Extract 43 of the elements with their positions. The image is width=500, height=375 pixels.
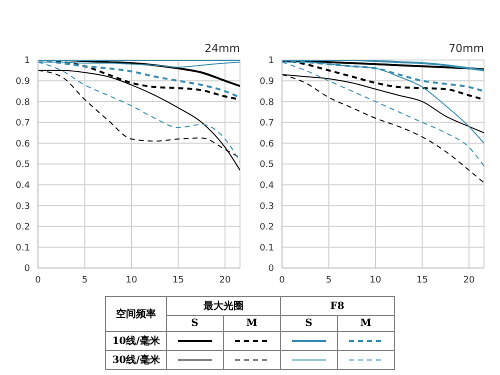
text: 空间频率 [106, 296, 166, 332]
y-tick-label: 0.1 [16, 243, 30, 254]
y-tick-label: 1 [24, 56, 30, 66]
y-tick-label: 0.3 [16, 202, 30, 212]
y-tick-label: 0.4 [16, 180, 30, 191]
y-tick-label: 0.5 [260, 160, 274, 170]
x-tick-label: 10 [370, 275, 382, 286]
y-tick-label: 0.3 [260, 202, 274, 212]
y-tick-label: 0.8 [260, 98, 274, 108]
x-tick-label: 0 [279, 275, 286, 286]
y-tick-label: 0.9 [16, 76, 30, 87]
text: M [223, 316, 280, 332]
text: M [337, 316, 394, 332]
y-tick-label: 0.7 [260, 118, 274, 129]
y-tick-label: 0.1 [260, 243, 274, 254]
x-tick-label: 5 [82, 275, 88, 286]
text: S [280, 316, 338, 332]
y-tick-label: 0.9 [260, 76, 274, 87]
text: F8 [280, 296, 394, 316]
x-tick-label: 0 [35, 275, 42, 286]
x-tick-label: 20 [463, 275, 476, 286]
y-tick-label: 0.4 [260, 180, 274, 191]
y-tick-label: 0.8 [16, 98, 30, 108]
y-tick-label: 1 [268, 56, 274, 66]
x-tick-label: 20 [219, 275, 232, 286]
x-tick-label: 15 [172, 275, 184, 286]
text: 10线/毫米 [106, 332, 166, 350]
chart-title: 24mm [204, 42, 240, 55]
x-tick-label: 5 [326, 275, 332, 286]
text: 最大光圈 [166, 296, 280, 316]
y-tick-label: 0.2 [260, 222, 274, 233]
y-tick-label: 0.6 [260, 139, 274, 150]
x-tick-label: 10 [126, 275, 138, 286]
text: S [166, 316, 224, 332]
chart-title: 70mm [448, 42, 484, 55]
y-tick-label: 0 [268, 264, 274, 274]
text: 30线/毫米 [106, 350, 166, 370]
y-tick-label: 0.7 [16, 118, 30, 129]
y-tick-label: 0.6 [16, 139, 30, 150]
x-tick-label: 15 [416, 275, 428, 286]
y-tick-label: 0.2 [16, 222, 30, 233]
y-tick-label: 0.5 [16, 160, 30, 170]
y-tick-label: 0 [24, 264, 30, 274]
